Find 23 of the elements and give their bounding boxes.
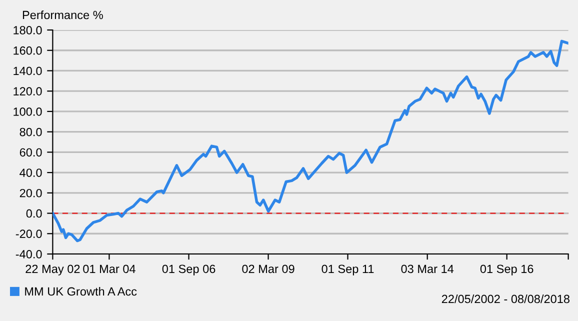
- x-tick-label: 01 Sep 16: [480, 264, 534, 276]
- y-tick-label: 0.0: [26, 209, 42, 218]
- y-tick-label: 120.0: [14, 87, 42, 96]
- y-tick-label: 20.0: [20, 188, 42, 198]
- x-tick-label: 01 Sep 06: [162, 264, 216, 276]
- y-tick-label: -20.0: [16, 230, 42, 238]
- x-tick-label: 03 Mar 14: [401, 264, 454, 274]
- y-tick-label: -40.0: [16, 250, 42, 258]
- y-tick-label: 140.0: [14, 66, 42, 76]
- y-tick-label: 40.0: [20, 168, 42, 177]
- y-tick-label: 180.0: [14, 26, 42, 34]
- y-tick-label: 60.0: [20, 148, 42, 157]
- x-tick-label: 01 Sep 11: [322, 264, 374, 276]
- y-axis-title: Performance %: [22, 10, 103, 20]
- text: 22/05/2002 - 08/08/2018: [442, 294, 570, 304]
- y-tick-label: 100.0: [14, 107, 42, 116]
- x-tick-label: 02 Mar 09: [242, 264, 294, 274]
- x-tick-label: 01 Mar 04: [83, 264, 136, 274]
- line-series: [52, 40, 568, 242]
- x-tick-label: 22 May 02: [26, 264, 80, 276]
- y-tick-label: 160.0: [14, 46, 42, 55]
- y-tick-label: 80.0: [20, 128, 42, 136]
- legend-label: MM UK Growth A Acc: [25, 286, 137, 296]
